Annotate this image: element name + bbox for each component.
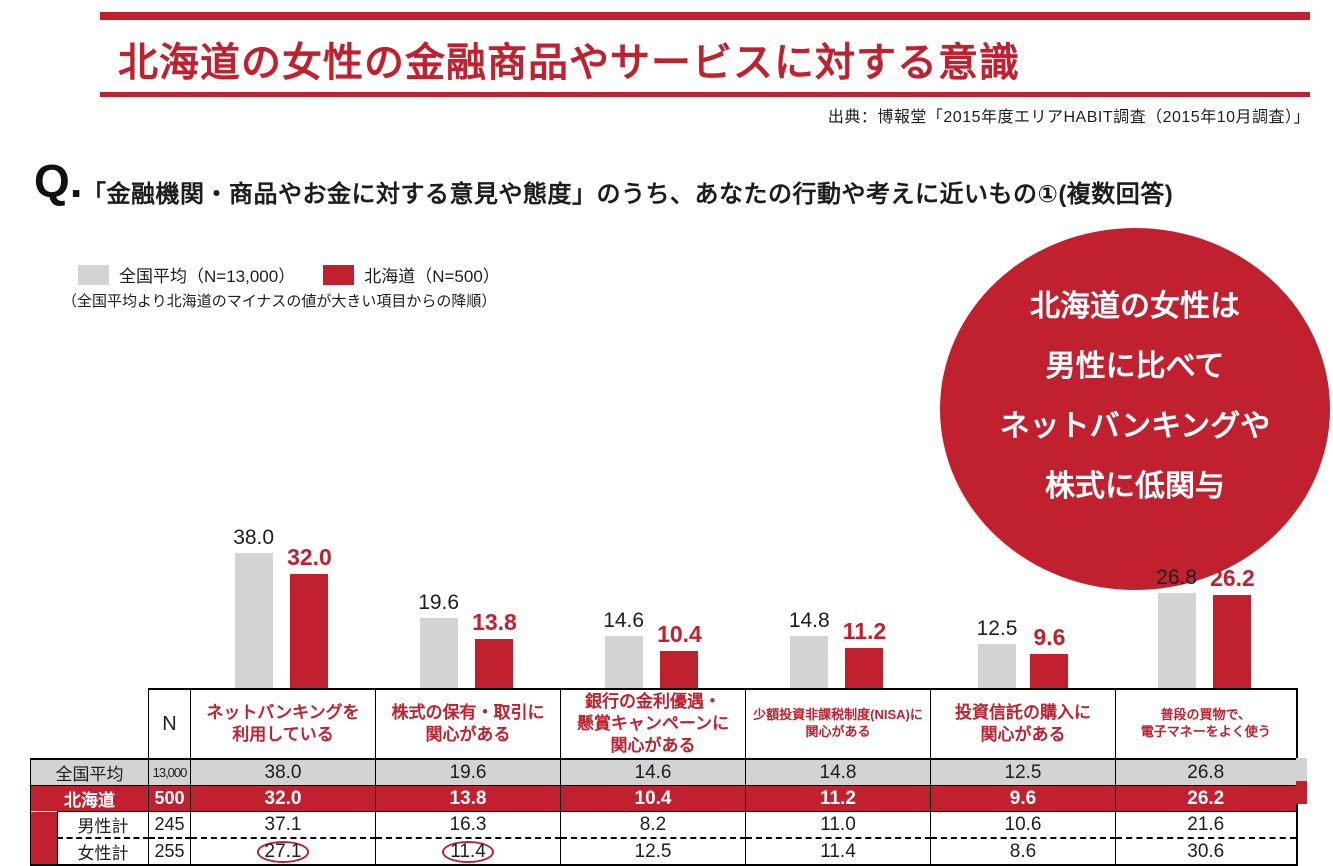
table-value: 11.2 [745, 785, 931, 812]
row-label: 全国平均 [30, 758, 149, 786]
table-value: 37.1 [190, 811, 376, 839]
n-value: 13,000 [148, 758, 191, 786]
bar-group: 38.0 32.0 [233, 526, 332, 688]
bar-column-national-average: 14.6 [603, 609, 644, 688]
table-value: 10.4 [560, 785, 746, 812]
n-value: 245 [148, 811, 191, 839]
source-note: 出典：博報堂「2015年度エリアHABIT調査（2015年10月調査）」 [827, 109, 1310, 126]
legend-label-hokkaido: 北海道（N=500） [364, 267, 500, 286]
bar-value-label: 12.5 [976, 616, 1018, 640]
table-value: 19.6 [375, 758, 561, 786]
bar-national-average [1157, 592, 1196, 688]
legend-swatch-hokkaido [323, 264, 355, 285]
bar-hokkaido [475, 639, 514, 688]
category-header: 銀行の金利優遇・ 懸賞キャンペーンに 関心がある [560, 688, 746, 760]
table-value: 11.0 [745, 811, 931, 839]
bar-column-hokkaido: 11.2 [842, 618, 887, 688]
n-value: 500 [148, 785, 191, 812]
bar-column-hokkaido: 9.6 [1030, 623, 1069, 688]
table-value: 14.8 [745, 758, 931, 786]
row-label: 北海道 [30, 785, 149, 812]
bar-hokkaido [845, 648, 884, 688]
bar-value-label: 14.6 [603, 609, 645, 633]
bar-group: 26.8 26.2 [1156, 565, 1255, 688]
bar-chart: 38.0 32.0 19.6 13.8 14.6 10.4 14.8 11.2 12.5 9.6 2… [0, 500, 1333, 688]
red-side-strip [30, 811, 58, 838]
table-value: 26.8 [1115, 758, 1298, 786]
bar-value-label: 19.6 [418, 591, 460, 615]
category-header: 投資信託の購入に 関心がある [930, 688, 1116, 760]
bar-value-label: 26.8 [1156, 565, 1198, 589]
bar-column-national-average: 19.6 [418, 591, 459, 688]
table-value: 26.2 [1115, 785, 1298, 812]
callout-line: 北海道の女性は [1030, 290, 1240, 323]
title-rule-bottom [100, 92, 1310, 97]
category-header: 株式の保有・取引に 関心がある [375, 688, 561, 760]
bar-column-hokkaido: 26.2 [1210, 565, 1255, 688]
category-header: 普段の買物で、 電子マネーをよく使う [1115, 688, 1298, 760]
bar-column-national-average: 14.8 [788, 608, 830, 688]
chart-legend: 全国平均（N=13,000） 北海道（N=500） [78, 262, 500, 287]
n-column-header: N [148, 688, 191, 760]
bar-hokkaido [1213, 595, 1252, 688]
bar-value-label: 26.2 [1210, 565, 1255, 591]
bar-national-average [234, 553, 273, 688]
bar-value-label: 10.4 [657, 621, 702, 648]
question-prefix: Q. [34, 155, 83, 207]
bar-group: 14.8 11.2 [789, 609, 886, 688]
table-value: 21.6 [1115, 811, 1298, 839]
callout-line: ネットバンキングや [999, 410, 1271, 443]
callout-line: 株式に低関与 [1045, 470, 1225, 503]
bar-group: 14.6 10.4 [603, 609, 702, 688]
page-title: 北海道の女性の金融商品やサービスに対する意識 [118, 41, 1020, 85]
gray-row-bleed [1296, 758, 1307, 781]
bar-value-label: 11.2 [842, 618, 887, 645]
row-label: 男性計 [57, 811, 149, 839]
bar-national-average [604, 636, 643, 688]
table-value: 8.2 [560, 811, 746, 839]
circled-value: 27.1 [256, 840, 310, 863]
legend-sort-note: （全国平均より北海道のマイナスの値が大きい項目からの降順） [62, 293, 497, 310]
legend-swatch-national-average [78, 264, 109, 285]
bar-national-average [419, 618, 458, 688]
bar-column-hokkaido: 13.8 [472, 609, 517, 688]
bar-value-label: 32.0 [287, 544, 332, 571]
bar-column-hokkaido: 32.0 [287, 544, 332, 688]
callout-circle: 北海道の女性は 男性に比べて ネットバンキングや 株式に低関与 [940, 228, 1330, 590]
bar-national-average [790, 635, 829, 688]
bar-column-hokkaido: 10.4 [657, 621, 702, 688]
category-header: ネットバンキングを 利用している [190, 688, 376, 760]
table-value: 9.6 [930, 785, 1116, 812]
bar-column-national-average: 12.5 [976, 616, 1018, 688]
circled-value: 11.4 [442, 840, 494, 863]
table-value: 14.6 [560, 758, 746, 786]
table-value: 32.0 [190, 785, 376, 812]
legend-label-national-average: 全国平均（N=13,000） [119, 267, 296, 286]
bar-group: 12.5 9.6 [976, 616, 1069, 688]
table-value: 38.0 [190, 758, 376, 786]
table-value: 13.8 [375, 785, 561, 812]
table-corner-empty [30, 689, 149, 759]
bar-hokkaido [1030, 653, 1069, 688]
table-value: 16.3 [375, 811, 561, 839]
category-header: 少額投資非課税制度(NISA)に 関心がある [745, 688, 931, 760]
callout-line: 男性に比べて [1045, 350, 1225, 383]
bar-column-national-average: 38.0 [233, 526, 274, 688]
bar-value-label: 9.6 [1033, 623, 1066, 650]
bar-national-average [978, 643, 1016, 688]
question-text: 「金融機関・商品やお金に対する意見や態度」のうち、あなたの行動や考えに近いもの①… [82, 181, 1174, 208]
bar-hokkaido [290, 574, 329, 688]
bar-column-national-average: 26.8 [1156, 566, 1197, 688]
table-value: 12.5 [930, 758, 1116, 786]
bar-hokkaido [660, 651, 699, 688]
red-row-bleed [1296, 781, 1307, 804]
data-table: N ネットバンキングを 利用している 株式の保有・取引に 関心がある 銀行の金利優遇・ 懸賞… [30, 688, 1298, 866]
bar-value-label: 13.8 [472, 609, 517, 635]
bar-value-label: 38.0 [233, 526, 275, 550]
bar-group: 19.6 13.8 [418, 591, 517, 688]
title-rule-top [100, 12, 1310, 20]
bar-value-label: 14.8 [788, 608, 830, 632]
table-value: 10.6 [930, 811, 1116, 839]
